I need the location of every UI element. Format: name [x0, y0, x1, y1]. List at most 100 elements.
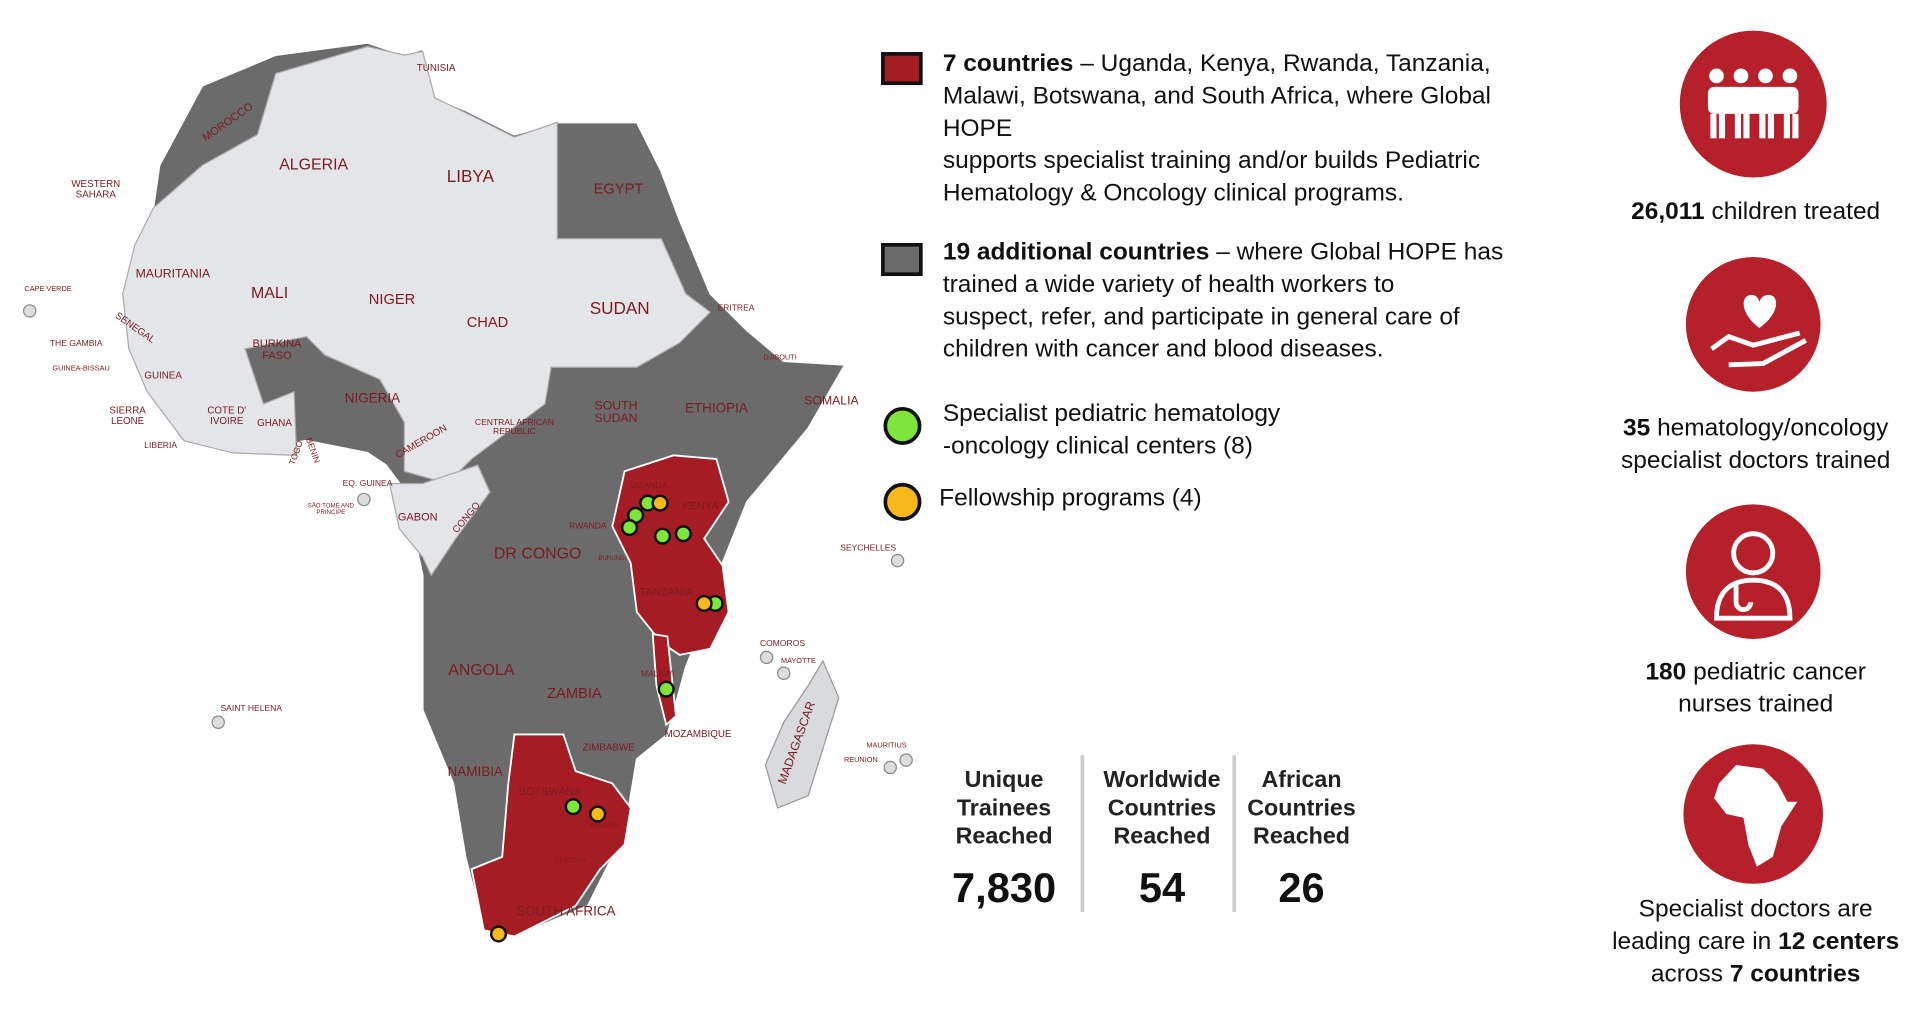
legend-text-segment: Fellowship programs (4) — [939, 485, 1201, 512]
country-label: LIBERIA — [144, 440, 177, 450]
country-label: MAURITANIA — [136, 266, 211, 280]
country-label: ZIMBABWE — [583, 743, 636, 754]
legend-swatch — [883, 482, 922, 521]
country-label: SOUTH AFRICA — [516, 904, 615, 919]
legend-text-segment: 7 countries — [943, 50, 1074, 77]
legend-text-segment: Malawi, Botswana, and South Africa, wher… — [943, 83, 1491, 110]
country-label: CENTRAL AFRICAN — [475, 417, 554, 427]
country-label: BURKINA — [253, 338, 303, 350]
country-label: SOMALIA — [804, 394, 859, 408]
legend-text: Specialist pediatric hematology — [943, 400, 1281, 427]
stat-value: 26 — [1278, 864, 1324, 911]
country-label: GUINEA-BISSAU — [52, 363, 109, 372]
country-label: ZAMBIA — [547, 686, 602, 702]
country-label: LIBYA — [447, 166, 495, 186]
island — [899, 753, 913, 767]
country-label: COTE D' — [207, 406, 246, 417]
country-label: SEYCHELLES — [840, 543, 896, 553]
highlight-text-segment: 7 countries — [1730, 961, 1861, 988]
country-label: TANZANIA — [639, 586, 693, 598]
fellowship — [589, 805, 607, 823]
country-label: SAINT HELENA — [220, 703, 282, 713]
country-label: RWANDA — [569, 521, 607, 531]
country-label: KENYA — [682, 501, 719, 513]
island — [883, 760, 897, 775]
highlight-text: 35 hematology/oncology — [1623, 415, 1889, 442]
stat-value: 7,830 — [952, 864, 1056, 911]
legend-text: suspect, refer, and participate in gener… — [943, 304, 1460, 331]
country-label: TUNISIA — [417, 63, 456, 74]
fellowship — [489, 925, 508, 943]
legend-text-segment: -oncology clinical centers (8) — [943, 433, 1253, 460]
highlight-text: across 7 countries — [1651, 961, 1860, 988]
legend-text-segment: trained a wide variety of health workers… — [943, 271, 1395, 298]
africa-map: TUNISIAMOROCCOALGERIALIBYAEGYPTWESTERNSA… — [22, 41, 913, 938]
country-label: THE GAMBIA — [50, 338, 103, 348]
country-label: WESTERN — [71, 179, 120, 190]
country-label: SOUTH — [595, 398, 638, 412]
country-label: CAPE VERDE — [24, 284, 71, 293]
island — [890, 553, 905, 568]
legend-swatch — [881, 242, 923, 277]
country-label: BOTSWANA — [519, 786, 582, 798]
highlight-text: 26,011 children treated — [1631, 198, 1880, 225]
country-label: MALAWI — [641, 669, 674, 679]
country-label: PRINCIPE — [316, 509, 345, 516]
country-label: SIERRA — [109, 406, 146, 417]
country-label: NIGER — [369, 292, 415, 308]
country-label: SUDAN — [595, 411, 638, 425]
center-dots — [489, 494, 724, 943]
icon-children — [1679, 30, 1827, 178]
clinical-center — [674, 525, 692, 543]
country-label: IVOIRE — [210, 416, 244, 427]
clinical-center — [657, 680, 675, 698]
highlight-text-segment: specialist doctors trained — [1621, 448, 1890, 475]
country-label: CHAD — [467, 315, 509, 331]
island — [211, 715, 225, 729]
legend-text-segment: Hematology & Oncology clinical programs. — [943, 180, 1404, 207]
island — [22, 304, 37, 318]
legend-swatch — [883, 407, 922, 445]
highlight-text: Specialist doctors are — [1639, 896, 1873, 923]
fellowship — [695, 594, 713, 613]
stat-label: Countries — [1247, 794, 1356, 820]
island — [759, 650, 774, 665]
stat-label: Countries — [1108, 794, 1217, 820]
non-program-region — [388, 464, 491, 577]
country-label: SÃO TOMÉ AND — [308, 503, 355, 510]
legend-text-segment: Specialist pediatric hematology — [943, 400, 1281, 427]
highlight-text-segment: children treated — [1712, 198, 1881, 225]
icon-heart-hand — [1685, 257, 1821, 392]
legend-swatch — [881, 52, 923, 86]
stat-label: Reached — [1114, 822, 1211, 848]
legend-text-segment: – where Global HOPE has — [1216, 239, 1503, 266]
stat-label: Unique — [965, 766, 1044, 792]
highlight-text-segment: 35 — [1623, 415, 1650, 442]
country-label: GABON — [398, 512, 438, 524]
country-label: MAURITIUS — [866, 740, 906, 749]
country-label: GUINEA — [144, 370, 182, 381]
legend-text-segment: – Uganda, Kenya, Rwanda, Tanzania, — [1080, 50, 1490, 77]
legend-text-segment: HOPE — [943, 115, 1012, 142]
country-label: LEONE — [111, 416, 145, 427]
stat-label: Trainees — [957, 794, 1051, 820]
clinical-center — [620, 519, 639, 537]
program-region — [651, 632, 677, 727]
country-label: DJIBOUTI — [763, 352, 796, 361]
stat-value: 54 — [1139, 864, 1185, 911]
island — [357, 492, 371, 507]
country-label: NAMIBIA — [448, 764, 503, 779]
stat-label: African — [1261, 766, 1341, 792]
highlight-text-segment: 26,011 — [1631, 198, 1705, 225]
highlight-text-segment: leading care in — [1612, 929, 1771, 956]
highlight-text: specialist doctors trained — [1621, 448, 1890, 475]
stat-label: Reached — [1253, 822, 1350, 848]
legend-text: HOPE — [943, 115, 1012, 142]
country-label: ANGOLA — [448, 662, 515, 679]
country-label: UGANDA — [631, 480, 668, 490]
country-label: ESWATINI — [591, 823, 620, 830]
highlight-text-segment: across — [1651, 961, 1723, 988]
legend-text-segment: supports specialist training and/or buil… — [943, 148, 1480, 175]
highlight-text: leading care in 12 centers — [1612, 929, 1899, 956]
